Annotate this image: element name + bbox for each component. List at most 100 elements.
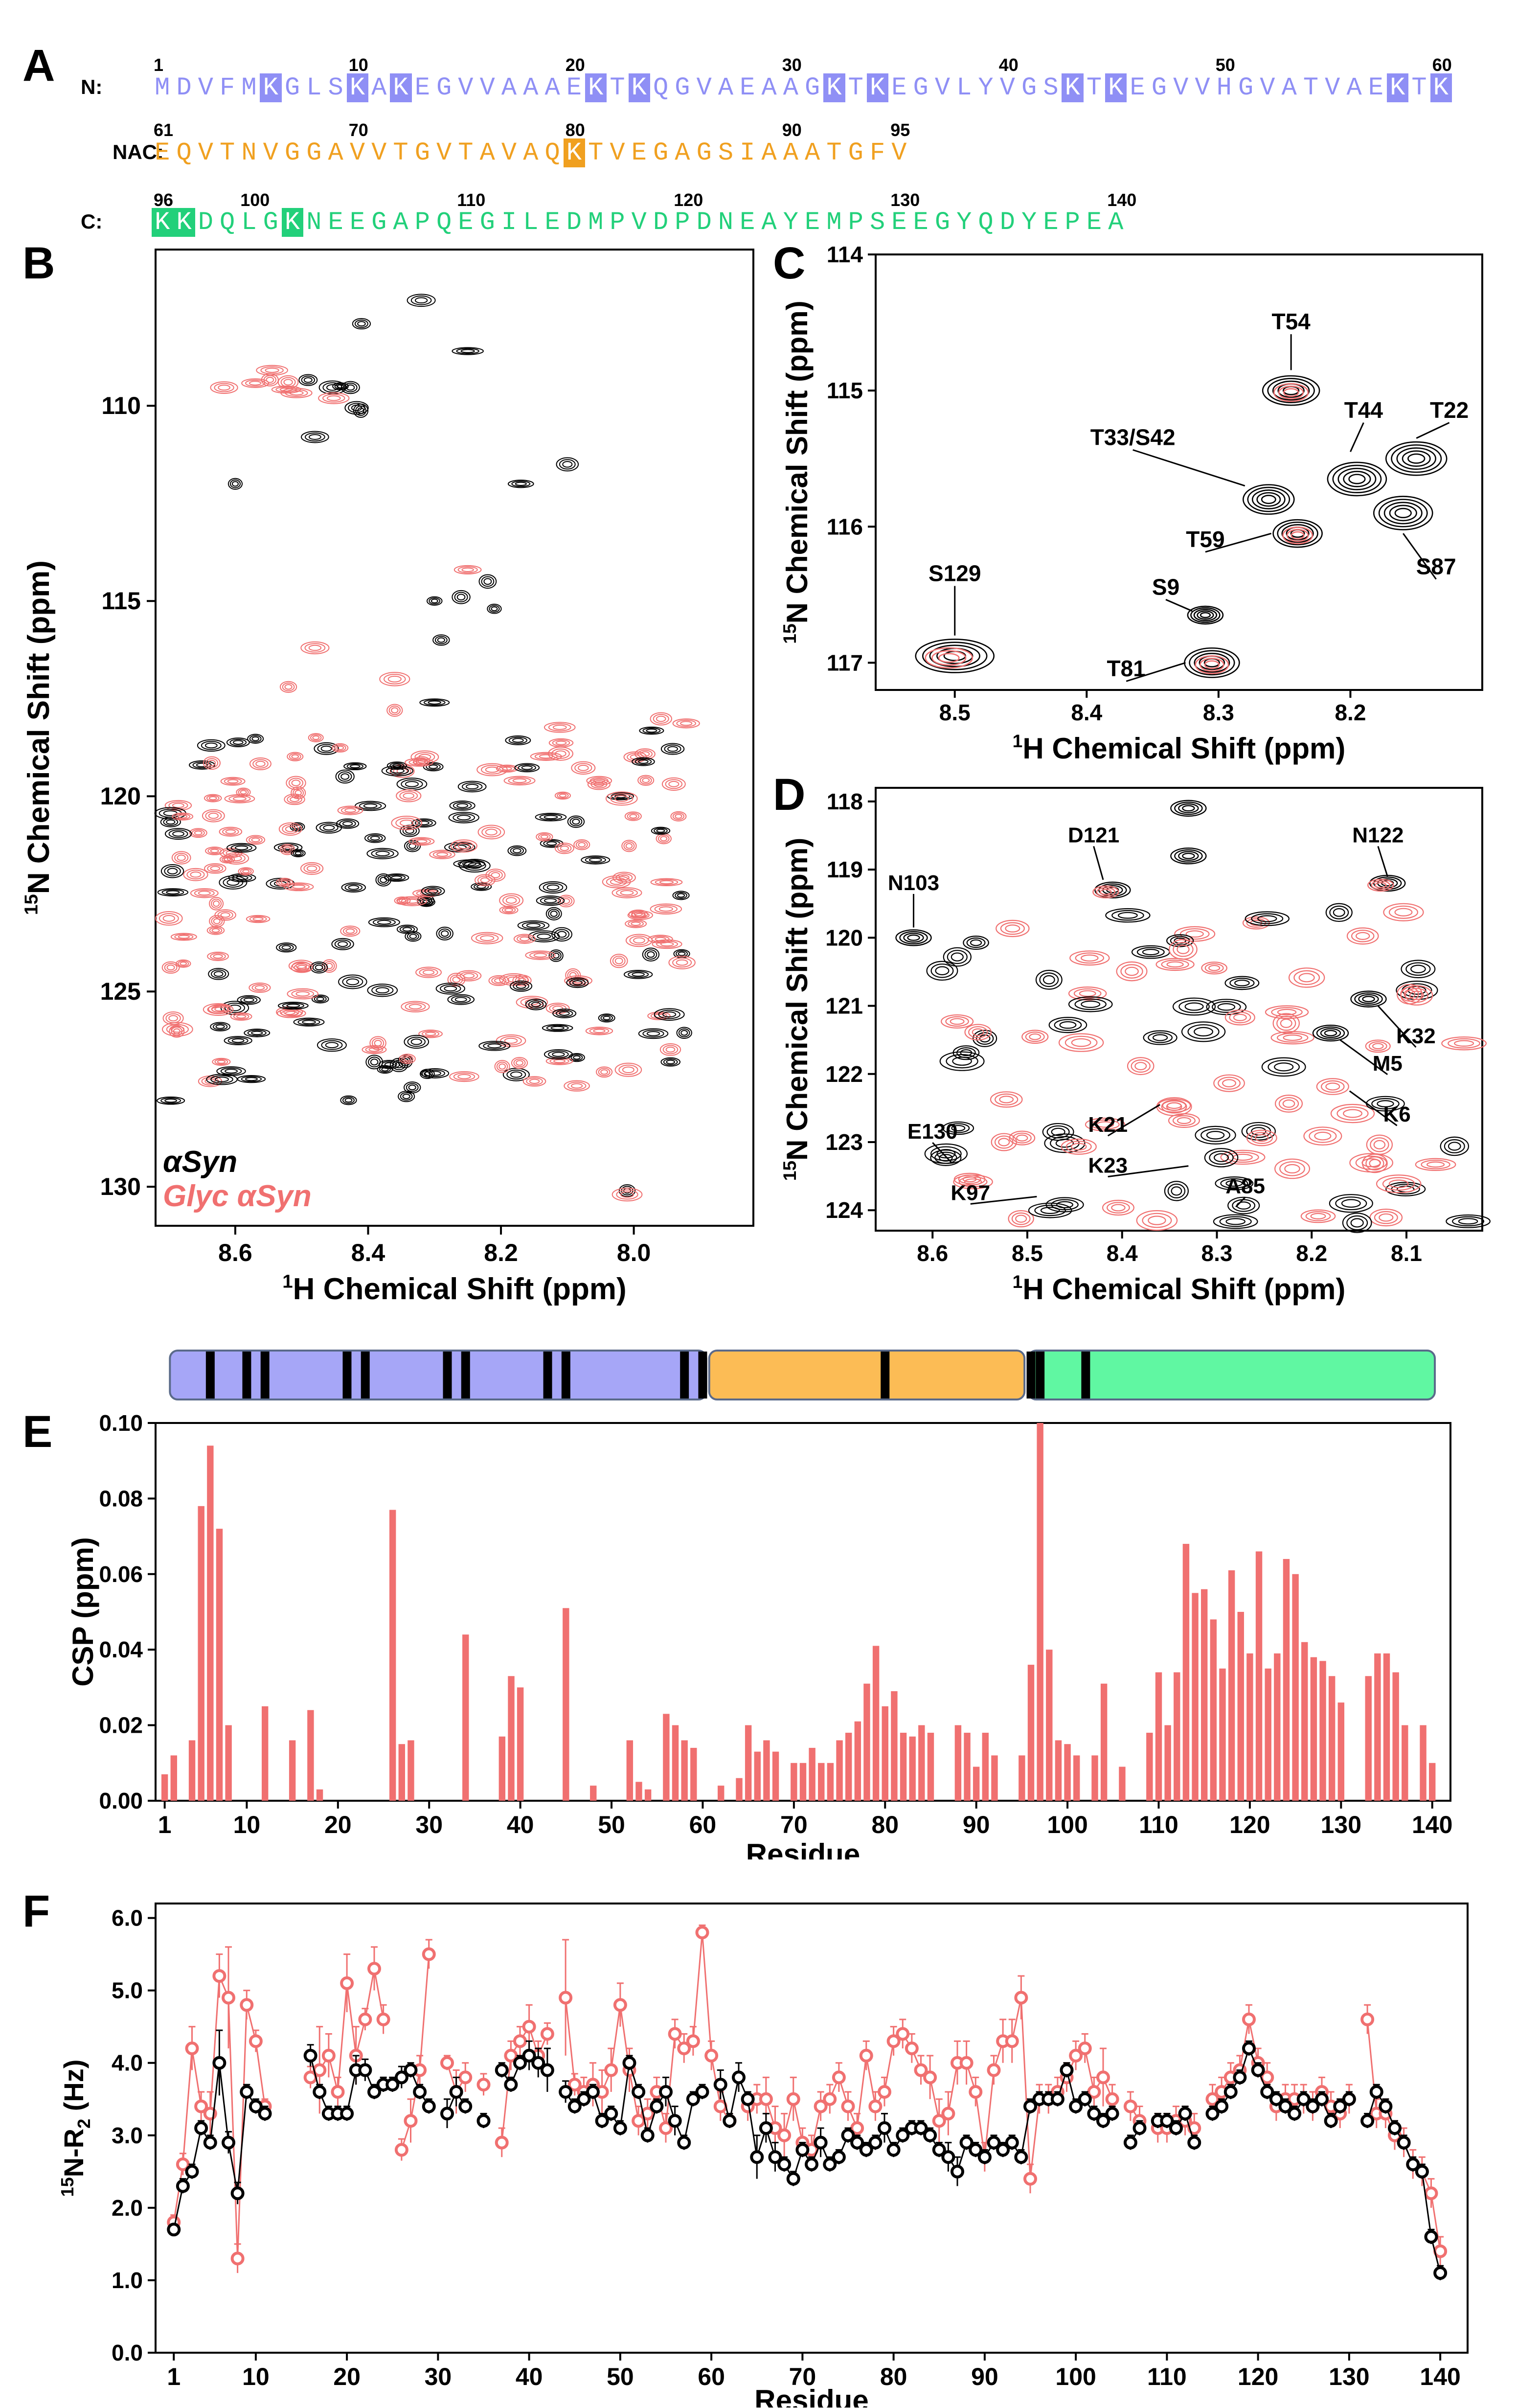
- contour-ring: [996, 919, 1030, 938]
- contour-ring: [925, 647, 974, 669]
- r2-point: [1379, 2099, 1393, 2113]
- contour-ring: [279, 681, 297, 693]
- nmr-peak: [1376, 1174, 1422, 1193]
- nmr-peak: [1105, 908, 1151, 923]
- contour-ring: [374, 1040, 382, 1047]
- residue: A: [544, 73, 561, 102]
- contour-ring: [1448, 1142, 1461, 1151]
- nmr-peak: [525, 950, 556, 960]
- r2-line-segment: [364, 1968, 375, 2020]
- contour-ring: [241, 378, 270, 388]
- contour-ring: [511, 481, 531, 487]
- r2-point: [522, 2048, 536, 2063]
- nmr-peak: [407, 294, 436, 307]
- nmr-peak: [291, 786, 306, 800]
- residue: A: [761, 73, 777, 102]
- contour-ring: [293, 1017, 325, 1027]
- r2-point: [713, 2078, 727, 2092]
- contour-ring: [227, 478, 243, 490]
- contour-ring: [1102, 1199, 1134, 1216]
- contour-ring: [217, 1059, 226, 1064]
- contour-ring: [1214, 1153, 1229, 1162]
- contour-ring: [951, 1124, 966, 1132]
- residue: P: [848, 208, 864, 237]
- peak-label: N122: [1352, 823, 1404, 847]
- contour-ring: [503, 776, 536, 786]
- contour-ring: [1261, 1057, 1306, 1077]
- contour-ring: [477, 875, 493, 885]
- y-axis-title-text: 15N Chemical Shift (ppm): [779, 300, 814, 643]
- contour-ring: [620, 890, 634, 895]
- contour-ring: [1383, 903, 1424, 921]
- residue: M: [241, 73, 257, 102]
- nmr-peak: [1028, 1202, 1072, 1218]
- nmr-peak: [1181, 1021, 1226, 1042]
- peak-arrow: [1416, 422, 1450, 439]
- nmr-peak: [227, 478, 243, 490]
- nmr-peak: [1440, 1136, 1470, 1156]
- contour-ring: [1383, 502, 1423, 525]
- contour-ring: [234, 845, 249, 850]
- contour-ring: [343, 762, 367, 771]
- contour-ring: [421, 886, 445, 896]
- contour-ring: [198, 891, 211, 896]
- r2-line-segment: [665, 2034, 676, 2129]
- contour-ring: [1012, 1132, 1032, 1144]
- nmr-peak: [391, 816, 423, 830]
- contour-ring: [1065, 1141, 1092, 1153]
- contour-ring: [210, 866, 221, 871]
- residue: K: [390, 73, 412, 102]
- nmr-peak: [1069, 950, 1110, 966]
- y-tick-label: 115: [827, 378, 863, 403]
- contour-ring: [283, 1009, 296, 1015]
- nmr-peak: [208, 968, 229, 980]
- contour-ring: [505, 735, 531, 745]
- nmr-peak: [336, 818, 360, 829]
- y-tick-label: 0.02: [99, 1713, 143, 1738]
- contour-ring: [254, 985, 265, 990]
- glycation-site-mark: [443, 1352, 452, 1399]
- csp-bar: [736, 1778, 743, 1801]
- r2-point: [540, 2027, 554, 2041]
- nmr-peak: [209, 915, 225, 928]
- nmr-peak: [400, 825, 420, 837]
- contour-ring: [1190, 607, 1221, 623]
- contour-ring: [1415, 1158, 1456, 1171]
- r2-point: [878, 2085, 891, 2099]
- contour-ring: [463, 973, 475, 979]
- nmr-peak: [419, 698, 450, 707]
- contour-ring: [252, 759, 269, 769]
- nmr-peak: [1325, 903, 1353, 922]
- contour-ring: [487, 1043, 502, 1049]
- x-tick-label: 100: [1055, 2363, 1096, 2390]
- csp-bar: [1265, 1668, 1271, 1801]
- contour-ring: [548, 723, 571, 732]
- contour-ring: [173, 1028, 181, 1034]
- contour-ring: [403, 792, 414, 799]
- nmr-peak: [545, 907, 562, 920]
- contour-ring: [660, 836, 668, 842]
- glycation-site-mark: [543, 1352, 552, 1399]
- contour-ring: [1134, 1062, 1147, 1071]
- csp-bar: [1365, 1676, 1372, 1801]
- contour-ring: [650, 903, 682, 915]
- contour-ring: [423, 699, 446, 706]
- y-tick-label: 125: [100, 978, 141, 1005]
- contour-ring: [552, 725, 567, 730]
- contour-ring: [960, 1049, 973, 1056]
- nmr-peak: [1048, 1017, 1087, 1033]
- contour-ring: [225, 829, 236, 834]
- contour-ring: [557, 931, 567, 938]
- csp-bar: [964, 1733, 971, 1801]
- contour-ring: [387, 675, 402, 683]
- r2-point: [704, 2048, 719, 2063]
- residue: V: [610, 138, 626, 167]
- contour-ring: [520, 997, 544, 1007]
- nmr-peak: [942, 1121, 974, 1135]
- r2-line-segment: [1011, 1997, 1022, 2041]
- contour-ring: [300, 641, 330, 655]
- y-tick-label: 119: [827, 857, 863, 882]
- nmr-peak-glyc: [1273, 383, 1309, 402]
- contour-ring: [171, 1027, 183, 1036]
- contour-ring: [672, 812, 685, 820]
